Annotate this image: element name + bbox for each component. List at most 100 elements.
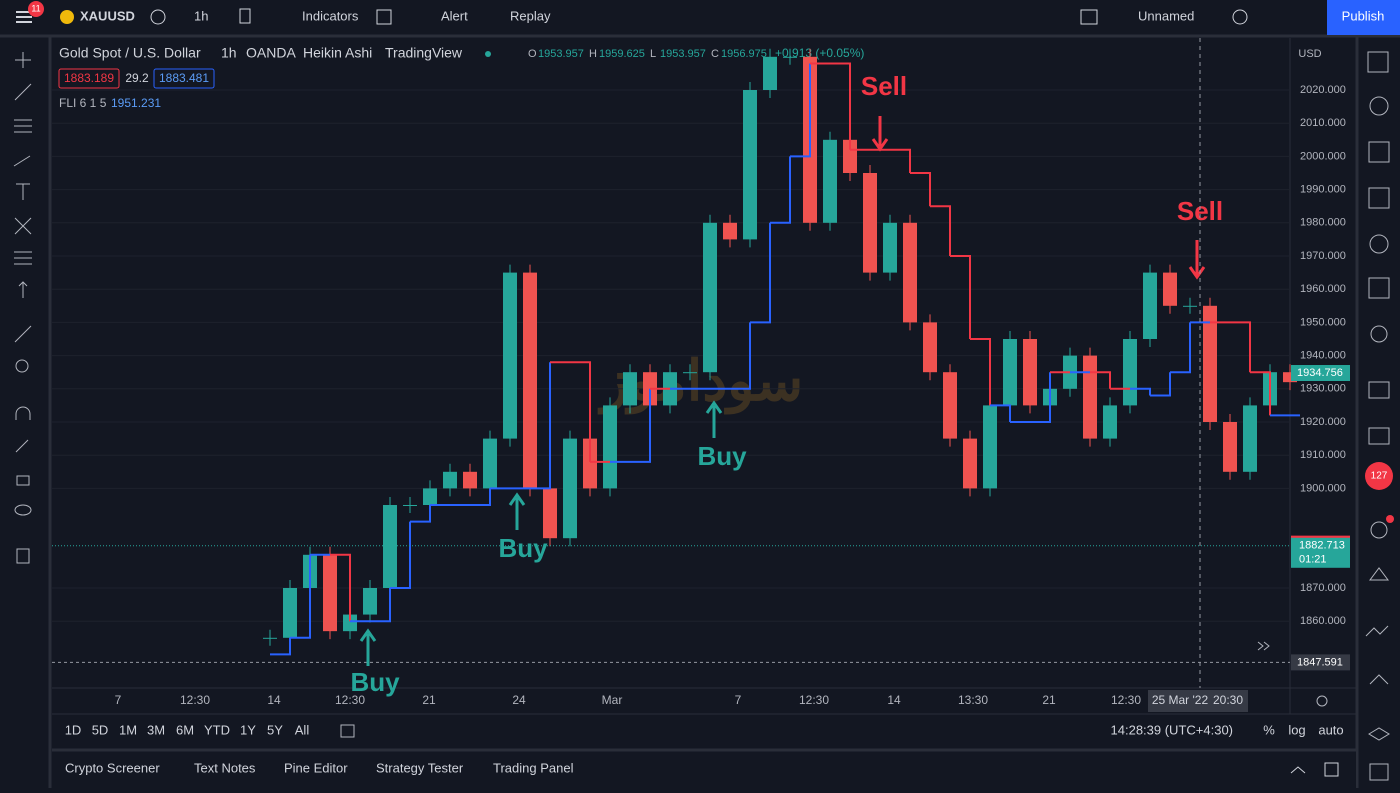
x-tick-label: 14 [267,693,281,707]
layout-name[interactable]: Unnamed [1138,8,1194,23]
range-button[interactable]: 5D [92,722,109,737]
sidebar-icons[interactable] [1365,51,1390,781]
templates[interactable] [376,9,392,25]
candle [923,322,937,373]
candle [403,505,417,506]
indicator-step [730,322,751,390]
range-button[interactable]: YTD [204,722,230,737]
scale-option[interactable]: auto [1318,722,1343,737]
candle [823,139,837,223]
add-symbol[interactable] [150,9,166,25]
indicator-step [1230,321,1251,373]
candle [483,438,497,489]
settings[interactable] [1232,9,1248,25]
range-button[interactable]: 1M [119,722,137,737]
collapse[interactable] [1290,766,1306,774]
scroll-right[interactable] [1257,641,1270,651]
currency[interactable]: USD [1298,48,1321,60]
indicator-step [1150,372,1171,397]
candle [343,614,357,632]
buy-arrow [359,628,377,666]
bottom-tab[interactable]: Strategy Tester [376,760,464,775]
crosshair-time-badge [1148,690,1248,712]
toolbar: 11 XAUUSD 1h Indicators Alert Replay Unn… [16,0,1400,35]
candle [383,505,397,588]
symbol-icon [60,10,74,24]
scale-option[interactable]: % [1263,722,1275,737]
maximize[interactable] [1324,762,1339,777]
symbol[interactable]: XAUUSD [80,8,135,23]
ohlc-key: L [650,48,656,60]
range-button[interactable]: 3M [147,722,165,737]
candle [283,588,297,638]
alert[interactable]: Alert [441,8,468,23]
indicator-step [930,205,951,256]
legend-exchange: OANDA [246,45,296,61]
indicators[interactable]: Indicators [302,8,359,23]
candle [703,222,717,373]
chart-type[interactable] [239,8,251,24]
sell-label: Sell [861,71,907,101]
bottom-tab[interactable]: Text Notes [194,760,256,775]
publish-button[interactable] [1327,0,1400,35]
candle [763,56,777,90]
candle [743,90,757,240]
range-button[interactable]: 6M [176,722,194,737]
candle [423,488,437,505]
candle [1023,339,1037,406]
candle [1103,405,1117,439]
badge-text: 11 [31,3,40,13]
buy-label: Buy [498,533,548,563]
indicator-step [990,404,1011,422]
x-tick-label: 13:30 [958,693,988,707]
y-tick-label: 1970.000 [1300,250,1346,262]
interval[interactable]: 1h [194,8,208,23]
axis-settings[interactable] [1316,695,1328,707]
drawing-tools[interactable] [13,52,32,564]
bottom-tab[interactable]: Trading Panel [493,760,574,775]
ask-box[interactable] [153,68,215,89]
indicator-step [1130,387,1151,396]
spread: 29.2 [125,71,149,85]
ask[interactable]: 1883.481 [159,71,209,85]
scale-option[interactable]: log [1288,722,1305,737]
candle [583,438,597,489]
replay[interactable]: Replay [510,8,551,23]
alerts-badge: 127 [1371,471,1388,482]
indicator-step [270,637,291,656]
buy-label: Buy [697,441,747,471]
ohlc-key: H [589,48,597,60]
price-badge [1291,365,1350,382]
publish-text[interactable]: Publish [1342,8,1385,23]
bid[interactable]: 1883.189 [64,71,114,85]
indicator-value: 1951.231 [111,96,161,110]
x-tick-label: 12:30 [799,693,829,707]
indicator-step [1030,372,1051,423]
range-button[interactable]: All [295,722,310,737]
candle [1183,305,1197,307]
legend-interval: 1h [221,45,237,61]
bid-box[interactable] [58,68,120,89]
indicator-step [830,62,851,150]
fullscreen-box[interactable] [1080,9,1098,25]
buy-label: Buy [350,667,400,697]
ohlc-value: 1959.625 [599,48,645,60]
range-button[interactable]: 1D [65,722,82,737]
bottom-tab[interactable]: Crypto Screener [65,760,160,775]
candle [863,173,877,273]
change: +0.913 (+0.05%) [775,46,864,60]
candle [903,222,917,323]
y-tick-label: 1960.000 [1300,283,1346,295]
indicator-step [570,361,591,462]
goto-date[interactable] [340,724,355,738]
indicator-step [950,255,971,339]
range-button[interactable]: 5Y [267,722,283,737]
sell-arrow [871,116,889,152]
ohlc-key: C [711,48,719,60]
bottom-tab[interactable]: Pine Editor [284,760,348,775]
candle [943,372,957,439]
x-tick-label: 25 Mar '22 [1152,693,1209,707]
range-button[interactable]: 1Y [240,722,256,737]
